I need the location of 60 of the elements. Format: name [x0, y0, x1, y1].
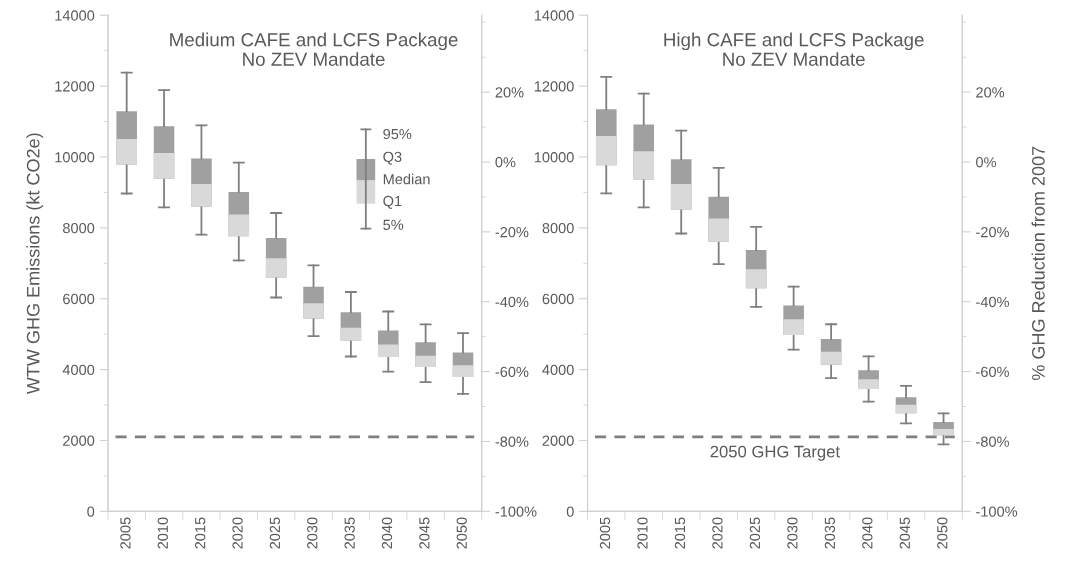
x-tick-label: 2045 — [419, 517, 430, 549]
y-tick-label: 14000 — [55, 10, 95, 21]
x-tick-label: 2025 — [749, 517, 761, 549]
x-tick-label: 2020 — [232, 517, 243, 549]
x-tick-label: 2035 — [824, 517, 836, 549]
y-tick-label: 10000 — [534, 152, 574, 163]
x-tick-label: 2050 — [456, 517, 467, 549]
y2-tick-label: 20% — [976, 87, 1005, 98]
y-tick-label: 2000 — [63, 435, 95, 446]
y2-tick-label: -60% — [495, 366, 529, 378]
x-tick-label: 2015 — [674, 517, 686, 549]
y-tick-label: 12000 — [534, 81, 574, 92]
y2-tick-label: -80% — [976, 436, 1009, 447]
x-tick-label: 2045 — [899, 517, 910, 549]
y2-tick-label: -40% — [976, 296, 1009, 308]
annotation: 95% — [383, 128, 412, 140]
y2-tick-label: 20% — [495, 87, 524, 98]
ref-line-label: 2050 GHG Target — [710, 445, 840, 461]
y2-tick-label: -20% — [495, 226, 529, 238]
x-tick-label: 2010 — [157, 517, 168, 549]
x-tick-label: 2020 — [712, 517, 723, 549]
y2-tick-label: -60% — [976, 366, 1009, 378]
x-tick-label: 2030 — [307, 517, 318, 549]
x-tick-label: 2050 — [937, 517, 948, 549]
text: Medium CAFE and LCFS Package No ZEV Mandate — [170, 32, 458, 66]
y-tick-label: 8000 — [542, 222, 574, 234]
x-tick-label: 2005 — [599, 517, 611, 549]
y-tick-label: 6000 — [63, 293, 95, 305]
x-tick-label: 2035 — [344, 517, 355, 549]
y2-tick-label: 0% — [976, 157, 997, 168]
y2-axis-title: % GHG Reduction from 2007 — [1031, 146, 1045, 381]
annotation: Median — [383, 173, 430, 185]
x-tick-label: 2010 — [637, 517, 648, 549]
y-tick-label: 4000 — [62, 364, 95, 376]
text: High CAFE and LCFS Package No ZEV Mandate — [664, 32, 924, 66]
y-tick-label: 4000 — [542, 364, 574, 376]
x-tick-label: 2030 — [787, 517, 798, 549]
y-tick-label: 14000 — [534, 10, 574, 21]
x-tick-label: 2015 — [195, 517, 206, 549]
y2-tick-label: -40% — [495, 296, 529, 308]
x-tick-label: 2040 — [381, 517, 393, 549]
annotation: 5% — [383, 219, 404, 230]
y2-tick-label: -80% — [495, 436, 529, 447]
y2-tick-label: -100% — [495, 506, 537, 517]
annotation: Q3 — [383, 151, 402, 165]
y-tick-label: 6000 — [542, 293, 574, 305]
y-tick-label: 2000 — [542, 435, 574, 446]
y2-tick-label: -100% — [976, 506, 1018, 517]
x-tick-label: 2005 — [120, 517, 131, 549]
y-tick-label: 0 — [87, 506, 95, 517]
x-tick-label: 2025 — [269, 517, 281, 549]
y-tick-label: 10000 — [55, 152, 95, 163]
x-tick-label: 2040 — [862, 517, 873, 549]
y2-tick-label: 0% — [495, 157, 516, 168]
y-tick-label: 8000 — [63, 222, 95, 234]
y-axis-title: WTW GHG Emissions (kt CO2e) — [26, 133, 44, 395]
y-tick-label: 0 — [566, 506, 574, 517]
y2-tick-label: -20% — [976, 226, 1009, 238]
annotation: Q1 — [383, 195, 402, 209]
y-tick-label: 12000 — [55, 81, 95, 92]
